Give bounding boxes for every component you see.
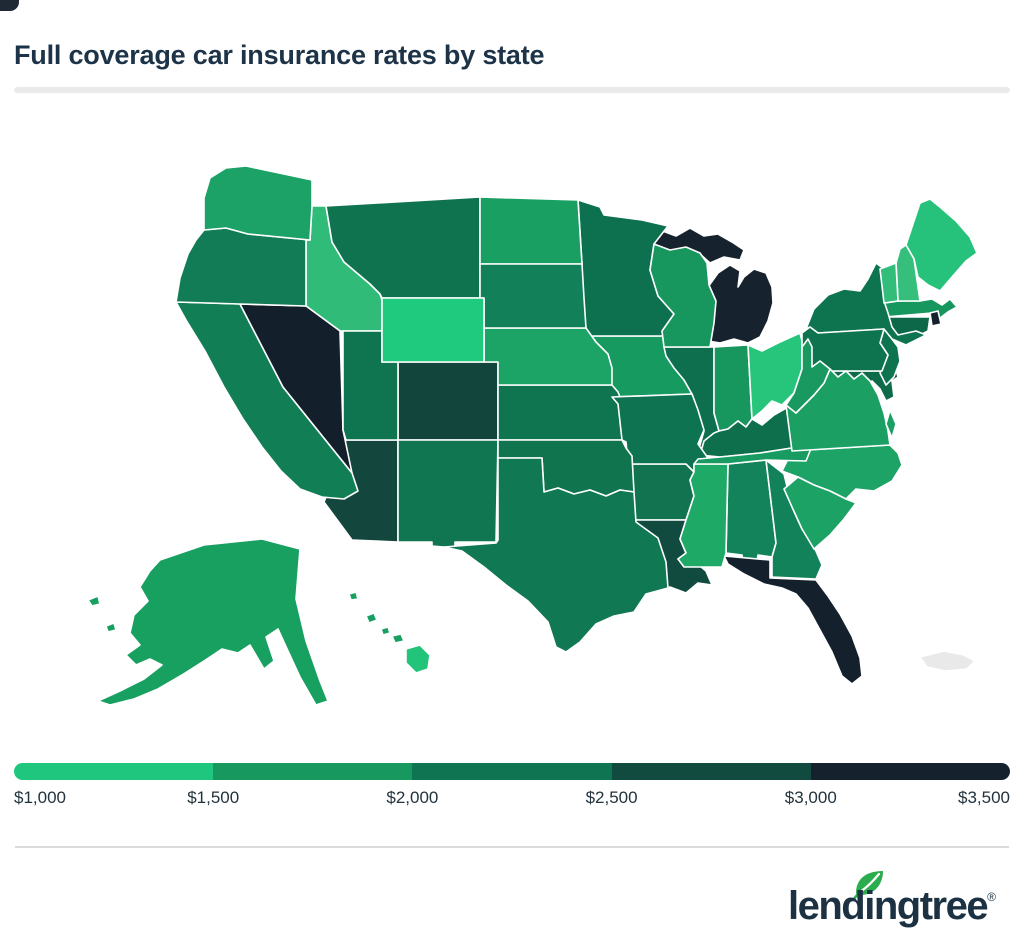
state-nh[interactable]: New Hampshire — $1,000–$1,500 xyxy=(895,244,921,302)
state-vt[interactable]: Vermont — $1,000–$1,500 xyxy=(879,262,899,304)
legend-tick-labels: $1,000 $1,500 $2,000 $2,500 $3,000 $3,500 xyxy=(14,788,1010,810)
state-ri[interactable]: Rhode Island — $3,000–$3,500 xyxy=(929,310,942,327)
lendingtree-logo: lendingtree® xyxy=(788,868,1008,934)
legend-tick-label: $2,000 xyxy=(386,788,439,807)
legend-segment-1 xyxy=(14,763,214,780)
legend-tick-label: $1,500 xyxy=(187,788,240,807)
state-or[interactable]: Oregon — $2,000–$2,500 xyxy=(175,227,311,307)
state-wy[interactable]: Wyoming — $1,000–$1,500 xyxy=(381,297,485,363)
region-puerto-rico: Puerto Rico xyxy=(919,650,976,672)
state-ny[interactable]: New York — $2,000–$2,500 xyxy=(805,262,927,346)
state-me[interactable]: Maine — $1,000–$1,500 xyxy=(905,198,978,292)
state-co[interactable]: Colorado — $2,500–$3,000 xyxy=(397,361,499,441)
state-ak[interactable]: Alaska — $1,500–$2,000 xyxy=(97,538,329,706)
legend-segment-5 xyxy=(810,763,1010,780)
logo-wordmark: lendingtree® xyxy=(788,884,996,929)
state-nm[interactable]: New Mexico — $2,000–$2,500 xyxy=(397,439,499,549)
state-va[interactable]: Virginia — $1,500–$2,000 xyxy=(885,409,897,439)
legend-segment-2 xyxy=(213,763,413,780)
state-wi[interactable]: Wisconsin — $1,500–$2,000 xyxy=(649,243,717,348)
state-fl[interactable]: Florida — $3,000–$3,500 xyxy=(723,555,863,685)
legend-tick-label: $2,500 xyxy=(585,788,638,807)
state-ks[interactable]: Kansas — $2,000–$2,500 xyxy=(497,384,623,441)
page-title: Full coverage car insurance rates by sta… xyxy=(14,40,545,70)
state-ne[interactable]: Nebraska — $1,500–$2,000 xyxy=(483,327,613,386)
state-ms[interactable]: Mississippi — $1,500–$2,000 xyxy=(677,463,729,568)
legend-tick-label: $3,000 xyxy=(784,788,837,807)
state-ak[interactable]: Alaska — $1,500–$2,000 xyxy=(105,622,117,633)
state-sd[interactable]: South Dakota — $2,000–$2,500 xyxy=(479,263,587,329)
state-tx[interactable]: Texas — $2,000–$2,500 xyxy=(443,457,669,653)
legend-tick-label: $1,000 xyxy=(14,788,66,807)
legend-tick-label: $3,500 xyxy=(958,788,1010,807)
state-in[interactable]: Indiana — $1,500–$2,000 xyxy=(713,344,753,432)
state-hi[interactable]: Hawaii — $1,500–$2,000 xyxy=(365,612,378,624)
leaf-icon xyxy=(852,871,883,900)
state-wv[interactable]: West Virginia — $1,500–$2,000 xyxy=(785,338,831,414)
title-divider xyxy=(14,87,1010,93)
state-ar[interactable]: Arkansas — $2,000–$2,500 xyxy=(627,463,695,521)
legend-segment-4 xyxy=(611,763,811,780)
color-scale-legend xyxy=(14,763,1010,780)
state-hi[interactable]: Hawaii — $1,500–$2,000 xyxy=(405,644,431,674)
state-hi[interactable]: Hawaii — $1,500–$2,000 xyxy=(391,633,405,644)
registered-trademark: ® xyxy=(987,890,996,904)
legend-segment-3 xyxy=(412,763,612,780)
state-hi[interactable]: Hawaii — $1,500–$2,000 xyxy=(380,626,391,636)
state-hi[interactable]: Hawaii — $1,500–$2,000 xyxy=(348,591,359,601)
state-ak[interactable]: Alaska — $1,500–$2,000 xyxy=(87,595,101,607)
state-tn[interactable]: Tennessee — $1,500–$2,000 xyxy=(693,440,815,465)
corner-artifact xyxy=(0,0,19,11)
state-wa[interactable]: Washington — $1,500–$2,000 xyxy=(203,165,313,241)
state-nd[interactable]: North Dakota — $1,500–$2,000 xyxy=(479,196,583,265)
bottom-divider xyxy=(15,846,1009,848)
state-sc[interactable]: South Carolina — $1,500–$2,000 xyxy=(783,476,857,550)
logo-wordmark-text: lendingtree xyxy=(788,884,989,928)
